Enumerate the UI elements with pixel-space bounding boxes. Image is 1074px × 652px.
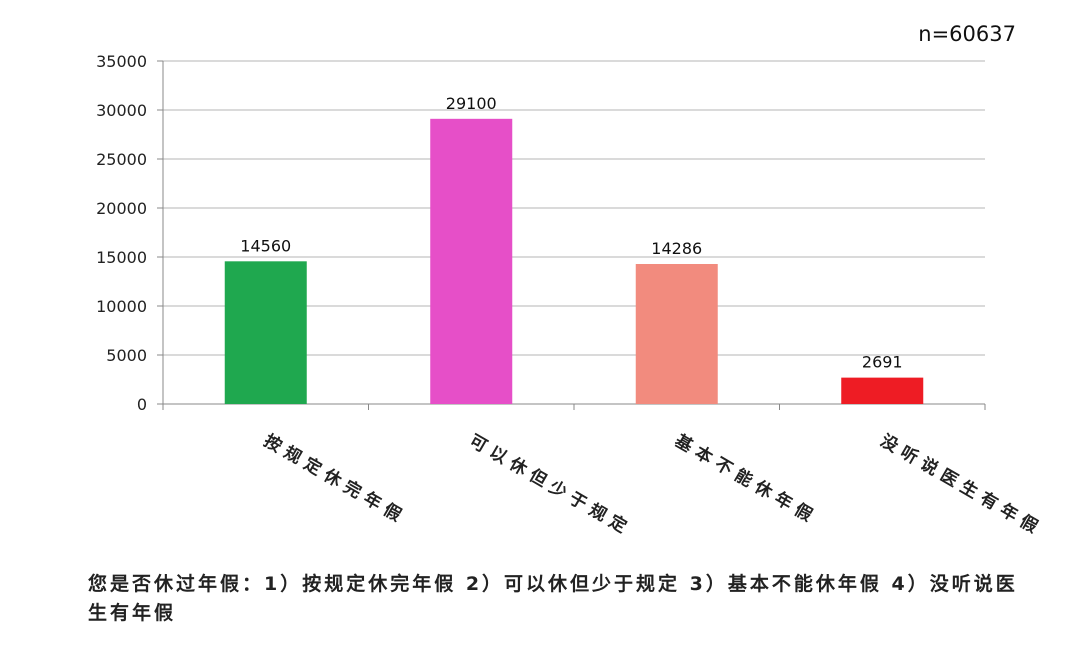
data-label: 14286 — [651, 239, 702, 258]
y-tick-label: 20000 — [96, 199, 147, 218]
bar — [224, 261, 307, 404]
y-tick-label: 5000 — [106, 346, 147, 365]
data-label: 2691 — [862, 353, 903, 372]
y-tick-label: 30000 — [96, 101, 147, 120]
bar — [841, 377, 924, 404]
bar-chart: 0 5000 10000 15000 20000 25000 30000 35000 14560… — [96, 52, 1047, 540]
chart-caption: 您是否休过年假：1）按规定休完年假 2）可以休但少于规定 3）基本不能休年假 4… — [88, 573, 1018, 624]
y-tick-label: 0 — [137, 395, 147, 414]
y-tick-label: 15000 — [96, 248, 147, 267]
x-tick-label: 按规定休完年假 — [260, 430, 410, 529]
x-tick-label: 基本不能休年假 — [670, 430, 821, 529]
y-tick-label: 35000 — [96, 52, 147, 71]
data-label: 29100 — [446, 94, 497, 113]
y-tick-label: 25000 — [96, 150, 147, 169]
bar — [635, 263, 718, 404]
y-tick-label: 10000 — [96, 297, 147, 316]
sample-size-note: n=60637 — [918, 22, 1016, 46]
data-label: 14560 — [240, 236, 291, 255]
bar — [430, 118, 513, 404]
x-tick-label: 没听说医生有年假 — [877, 430, 1047, 540]
x-tick-label: 可以休但少于规定 — [466, 430, 636, 540]
